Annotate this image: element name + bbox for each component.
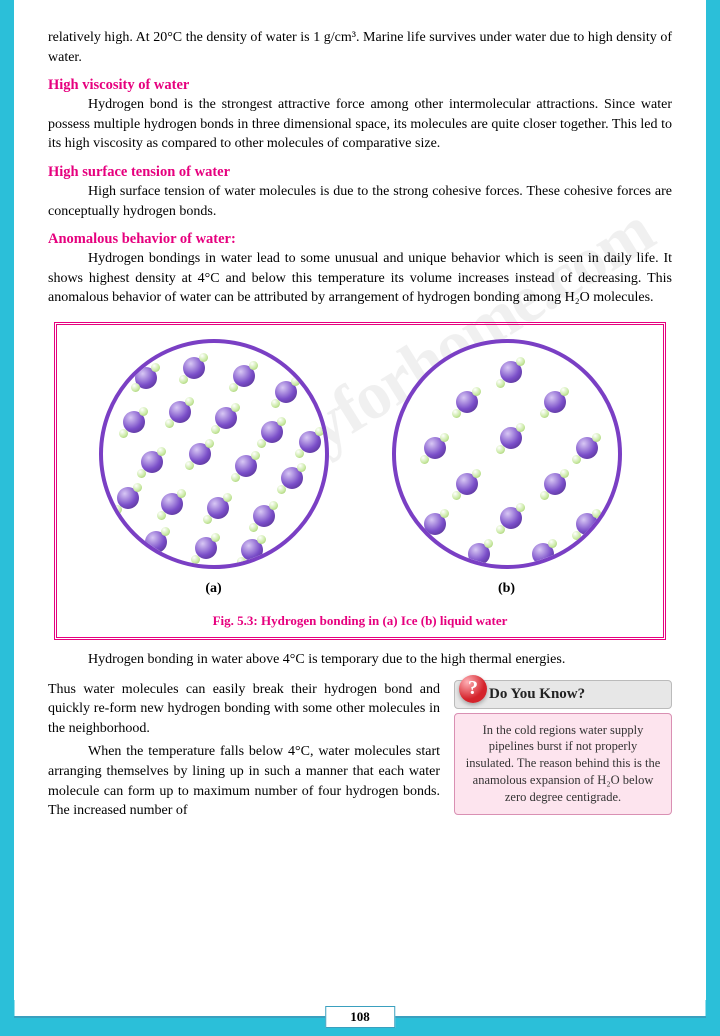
- figure-label-a: (a): [99, 581, 329, 597]
- heading-surface-tension: High surface tension of water: [48, 164, 672, 181]
- callout-text: In the cold regions water supply pipelin…: [454, 713, 672, 815]
- callout-title: Do You Know?: [489, 686, 585, 702]
- figure-row: (a) (b: [67, 339, 653, 597]
- bottom-columns: Thus water molecules can easily break th…: [48, 680, 672, 825]
- figure-label-b: (b): [392, 581, 622, 597]
- paragraph-anomalous: Hydrogen bondings in water lead to some …: [48, 249, 672, 308]
- figure-container: (a) (b: [54, 322, 666, 640]
- figure-caption: Fig. 5.3: Hydrogen bonding in (a) Ice (b…: [67, 613, 653, 629]
- page-body: studyforhome.com relatively high. At 20°…: [14, 0, 706, 1000]
- diagram-circle-b: [392, 339, 622, 569]
- intro-paragraph: relatively high. At 20°C the density of …: [48, 28, 672, 67]
- post-figure-p2: When the temperature falls below 4°C, wa…: [48, 742, 440, 820]
- diagram-circle-a: [99, 339, 329, 569]
- question-mark-icon: ?: [459, 675, 487, 703]
- figure-a-wrap: (a): [99, 339, 329, 597]
- figure-b-wrap: (b): [392, 339, 622, 597]
- callout-heading: ? Do You Know?: [454, 680, 672, 709]
- paragraph-viscosity: Hydrogen bond is the strongest attractiv…: [48, 95, 672, 154]
- page-number: 108: [325, 1006, 395, 1028]
- heading-anomalous: Anomalous behavior of water:: [48, 231, 672, 248]
- heading-viscosity: High viscosity of water: [48, 77, 672, 94]
- bottom-text-column: Thus water molecules can easily break th…: [48, 680, 440, 825]
- paragraph-surface-tension: High surface tension of water molecules …: [48, 182, 672, 221]
- post-figure-intro: Hydrogen bonding in water above 4°C is t…: [48, 650, 672, 670]
- callout-box: ? Do You Know? In the cold regions water…: [454, 680, 672, 815]
- post-figure-p1: Thus water molecules can easily break th…: [48, 680, 440, 739]
